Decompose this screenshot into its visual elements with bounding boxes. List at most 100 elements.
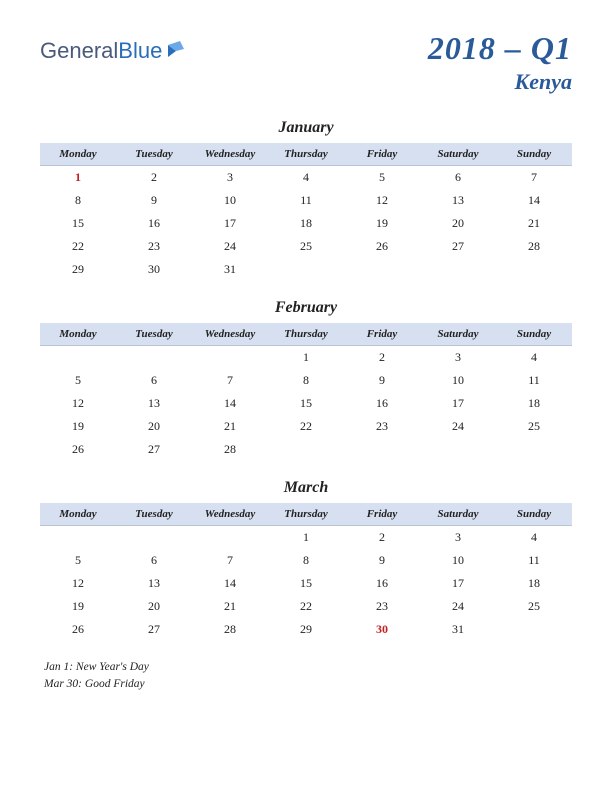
calendar-cell: 7 [192,549,268,572]
calendar-cell: 22 [268,415,344,438]
calendar-cell [496,258,572,281]
calendar-row: 262728 [40,438,572,461]
calendar-cell: 2 [344,526,420,550]
logo: GeneralBlue [40,30,186,64]
calendar-cell: 27 [116,618,192,641]
calendar-cell: 20 [116,595,192,618]
calendar-cell [268,438,344,461]
calendar-row: 262728293031 [40,618,572,641]
calendar-cell: 17 [192,212,268,235]
calendar-cell: 19 [40,415,116,438]
logo-part2: Blue [118,38,162,63]
calendar-cell: 18 [268,212,344,235]
day-header: Monday [40,323,116,346]
calendar-cell: 7 [496,166,572,190]
period-title: 2018 – Q1 [428,30,572,67]
calendar-cell: 11 [496,549,572,572]
calendar-cell: 5 [40,369,116,392]
day-header: Saturday [420,323,496,346]
calendar-cell: 9 [344,369,420,392]
calendar-cell [496,438,572,461]
calendar-cell: 5 [344,166,420,190]
calendar-cell: 29 [268,618,344,641]
calendar-cell: 4 [496,346,572,370]
holiday-entry: Mar 30: Good Friday [44,676,572,693]
day-header: Tuesday [116,143,192,166]
country-title: Kenya [428,69,572,95]
calendar-cell: 19 [344,212,420,235]
calendar-cell: 3 [420,526,496,550]
calendar-cell: 24 [192,235,268,258]
day-header: Friday [344,323,420,346]
day-header: Sunday [496,143,572,166]
calendar-cell: 1 [268,346,344,370]
calendar-cell: 12 [40,392,116,415]
calendar-cell: 5 [40,549,116,572]
calendar-cell: 31 [420,618,496,641]
calendar-cell: 13 [116,572,192,595]
calendar-cell: 19 [40,595,116,618]
day-header: Saturday [420,503,496,526]
calendar-cell: 8 [268,549,344,572]
calendar-cell: 22 [268,595,344,618]
calendar-cell: 30 [116,258,192,281]
calendar-cell: 14 [192,572,268,595]
calendar-cell: 28 [192,438,268,461]
calendar-cell: 15 [268,392,344,415]
calendar-cell: 8 [268,369,344,392]
day-header: Wednesday [192,503,268,526]
calendar-cell: 22 [40,235,116,258]
calendar-cell: 14 [192,392,268,415]
calendar-row: 567891011 [40,369,572,392]
header: GeneralBlue 2018 – Q1 Kenya [40,30,572,95]
calendar-row: 1234567 [40,166,572,190]
calendar-cell [116,526,192,550]
calendar-cell: 20 [116,415,192,438]
calendar-cell: 16 [116,212,192,235]
calendar-cell: 20 [420,212,496,235]
calendar-cell: 6 [116,549,192,572]
calendar-row: 19202122232425 [40,415,572,438]
calendar-cell: 9 [344,549,420,572]
calendar-cell: 10 [192,189,268,212]
calendar-cell: 21 [496,212,572,235]
calendar-cell: 6 [420,166,496,190]
calendar-cell: 26 [40,618,116,641]
calendar-cell: 26 [40,438,116,461]
calendar-row: 1234 [40,526,572,550]
calendar-cell: 16 [344,572,420,595]
calendar-cell: 21 [192,415,268,438]
day-header: Sunday [496,503,572,526]
calendar-cell: 3 [192,166,268,190]
calendar-cell: 30 [344,618,420,641]
calendar-cell: 17 [420,392,496,415]
calendar-row: 22232425262728 [40,235,572,258]
calendar-cell: 4 [496,526,572,550]
calendar-row: 293031 [40,258,572,281]
calendar-row: 19202122232425 [40,595,572,618]
month-block: JanuaryMondayTuesdayWednesdayThursdayFri… [40,119,572,281]
day-header: Wednesday [192,143,268,166]
calendar-cell: 21 [192,595,268,618]
calendar-row: 12131415161718 [40,572,572,595]
calendar-cell: 6 [116,369,192,392]
calendar-cell: 25 [496,415,572,438]
calendar-cell: 31 [192,258,268,281]
day-header: Friday [344,143,420,166]
calendar-cell: 28 [496,235,572,258]
calendar-cell: 3 [420,346,496,370]
calendar-cell: 24 [420,595,496,618]
calendar-cell: 23 [344,415,420,438]
calendar-cell: 15 [268,572,344,595]
day-header: Sunday [496,323,572,346]
calendar-cell [344,258,420,281]
calendar-cell [420,438,496,461]
calendar-cell: 17 [420,572,496,595]
month-block: FebruaryMondayTuesdayWednesdayThursdayFr… [40,299,572,461]
day-header: Saturday [420,143,496,166]
logo-text: GeneralBlue [40,38,162,64]
calendar-cell: 29 [40,258,116,281]
calendar-cell [344,438,420,461]
logo-part1: General [40,38,118,63]
calendar-cell: 26 [344,235,420,258]
